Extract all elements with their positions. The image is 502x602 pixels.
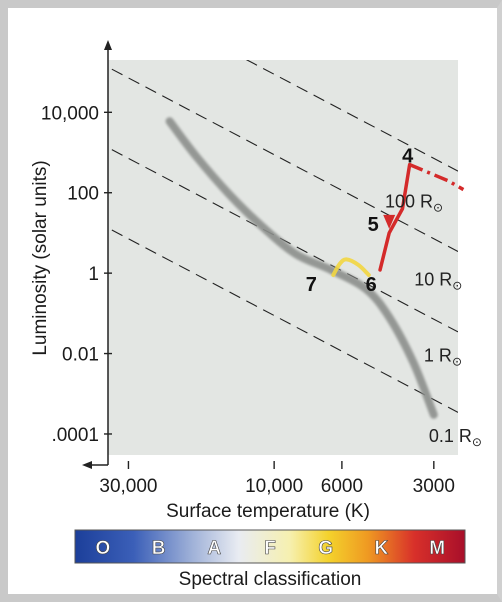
spectral-class-label: A [207, 538, 221, 559]
radius-line [111, 68, 458, 252]
y-tick-label: 1 [88, 264, 99, 285]
point-label: 4 [402, 146, 414, 168]
track-extension [408, 163, 465, 192]
spectral-class-label: G [318, 538, 333, 559]
radius-line [111, 149, 458, 333]
radius-line [245, 60, 458, 172]
x-tick-label: 3000 [413, 476, 455, 497]
main-sequence-band [165, 117, 438, 419]
y-tick-label: 10,000 [41, 103, 99, 124]
radius-line-label: 10 R⊙ [414, 269, 462, 292]
plot-background [108, 60, 458, 455]
protostar-track [331, 257, 371, 277]
x-tick-label: 6000 [321, 476, 363, 497]
spectral-class-label: M [429, 538, 445, 559]
radius-line [111, 229, 458, 413]
point-label: 5 [368, 214, 379, 236]
x-axis-title: Surface temperature (K) [166, 501, 370, 522]
x-tick-label: 30,000 [99, 476, 157, 497]
spectral-class-label: B [152, 538, 166, 559]
y-axis-title: Luminosity (solar units) [30, 160, 51, 355]
evolutionary-track [378, 162, 412, 272]
spectral-class-label: O [95, 538, 110, 559]
x-axis-arrow-icon [82, 461, 92, 469]
spectral-class-label: F [264, 538, 276, 559]
point-label: 6 [366, 274, 377, 296]
y-tick-label: 100 [67, 184, 99, 205]
spectral-class-label: K [375, 538, 389, 559]
y-axis-arrow-icon [104, 40, 112, 50]
y-tick-label: 0.01 [62, 345, 99, 366]
track-arrow-icon [383, 214, 396, 229]
radius-line-label: 0.1 R⊙ [429, 426, 482, 449]
spectral-title: Spectral classification [179, 569, 362, 590]
radius-line-label: 100 R⊙ [385, 192, 443, 215]
y-tick-label: .0001 [51, 425, 99, 446]
point-label: 7 [306, 274, 317, 296]
spectral-bar [74, 529, 466, 564]
x-tick-label: 10,000 [245, 476, 303, 497]
